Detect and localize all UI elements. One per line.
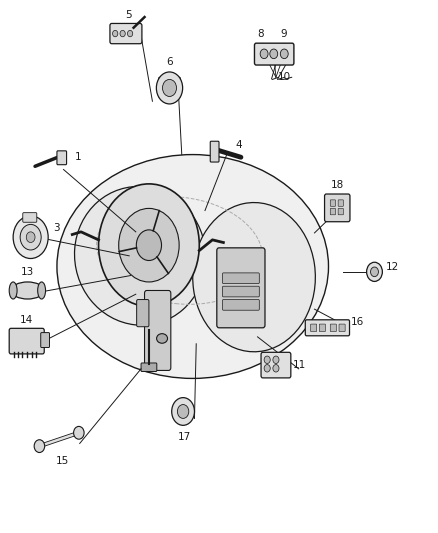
Ellipse shape xyxy=(38,282,46,299)
Text: 11: 11 xyxy=(293,360,306,370)
FancyBboxPatch shape xyxy=(330,200,336,206)
Text: 5: 5 xyxy=(125,10,132,20)
FancyBboxPatch shape xyxy=(137,300,149,327)
Ellipse shape xyxy=(9,282,17,299)
Circle shape xyxy=(120,30,125,37)
FancyBboxPatch shape xyxy=(338,200,343,206)
FancyBboxPatch shape xyxy=(223,273,259,284)
FancyBboxPatch shape xyxy=(9,328,44,354)
Circle shape xyxy=(367,262,382,281)
FancyBboxPatch shape xyxy=(338,208,343,215)
FancyBboxPatch shape xyxy=(254,43,294,65)
Ellipse shape xyxy=(193,203,315,352)
Text: 8: 8 xyxy=(257,29,264,39)
Circle shape xyxy=(162,79,177,96)
Text: 6: 6 xyxy=(166,56,173,67)
Ellipse shape xyxy=(74,187,206,325)
FancyBboxPatch shape xyxy=(217,248,265,328)
FancyBboxPatch shape xyxy=(41,333,49,348)
Text: 4: 4 xyxy=(236,140,242,150)
Text: 9: 9 xyxy=(281,29,287,39)
Circle shape xyxy=(273,356,279,364)
FancyBboxPatch shape xyxy=(325,194,350,222)
Circle shape xyxy=(260,49,268,59)
Circle shape xyxy=(177,405,189,418)
Text: 12: 12 xyxy=(386,262,399,271)
Circle shape xyxy=(26,232,35,243)
Ellipse shape xyxy=(157,334,167,343)
FancyBboxPatch shape xyxy=(223,300,259,310)
Circle shape xyxy=(273,365,279,372)
Circle shape xyxy=(264,365,270,372)
Circle shape xyxy=(156,72,183,104)
Circle shape xyxy=(264,356,270,364)
FancyBboxPatch shape xyxy=(261,352,291,378)
Text: 1: 1 xyxy=(74,152,81,161)
FancyBboxPatch shape xyxy=(319,324,325,332)
Text: 10: 10 xyxy=(278,72,291,82)
FancyBboxPatch shape xyxy=(305,320,350,336)
Text: 3: 3 xyxy=(53,223,60,232)
FancyBboxPatch shape xyxy=(23,213,37,222)
FancyBboxPatch shape xyxy=(57,151,67,165)
Circle shape xyxy=(270,49,278,59)
FancyBboxPatch shape xyxy=(223,286,259,297)
FancyBboxPatch shape xyxy=(141,363,157,372)
Circle shape xyxy=(13,216,48,259)
Text: 14: 14 xyxy=(20,315,33,325)
Circle shape xyxy=(20,224,41,250)
FancyBboxPatch shape xyxy=(145,290,171,370)
Ellipse shape xyxy=(11,282,44,299)
Text: 18: 18 xyxy=(331,180,344,190)
Circle shape xyxy=(34,440,45,453)
FancyBboxPatch shape xyxy=(339,324,345,332)
FancyBboxPatch shape xyxy=(110,23,142,44)
Text: 16: 16 xyxy=(350,318,364,327)
Circle shape xyxy=(280,49,288,59)
Text: 17: 17 xyxy=(178,432,191,442)
Circle shape xyxy=(74,426,84,439)
FancyBboxPatch shape xyxy=(159,77,180,98)
FancyBboxPatch shape xyxy=(330,208,336,215)
Circle shape xyxy=(127,30,133,37)
Circle shape xyxy=(136,230,162,261)
Circle shape xyxy=(371,267,378,277)
Ellipse shape xyxy=(57,155,328,378)
Circle shape xyxy=(113,30,118,37)
Circle shape xyxy=(119,208,179,282)
FancyBboxPatch shape xyxy=(311,324,317,332)
FancyBboxPatch shape xyxy=(210,141,219,162)
FancyBboxPatch shape xyxy=(330,324,336,332)
Circle shape xyxy=(172,398,194,425)
Circle shape xyxy=(99,184,199,306)
Text: 15: 15 xyxy=(56,456,69,466)
Text: 13: 13 xyxy=(21,266,34,277)
